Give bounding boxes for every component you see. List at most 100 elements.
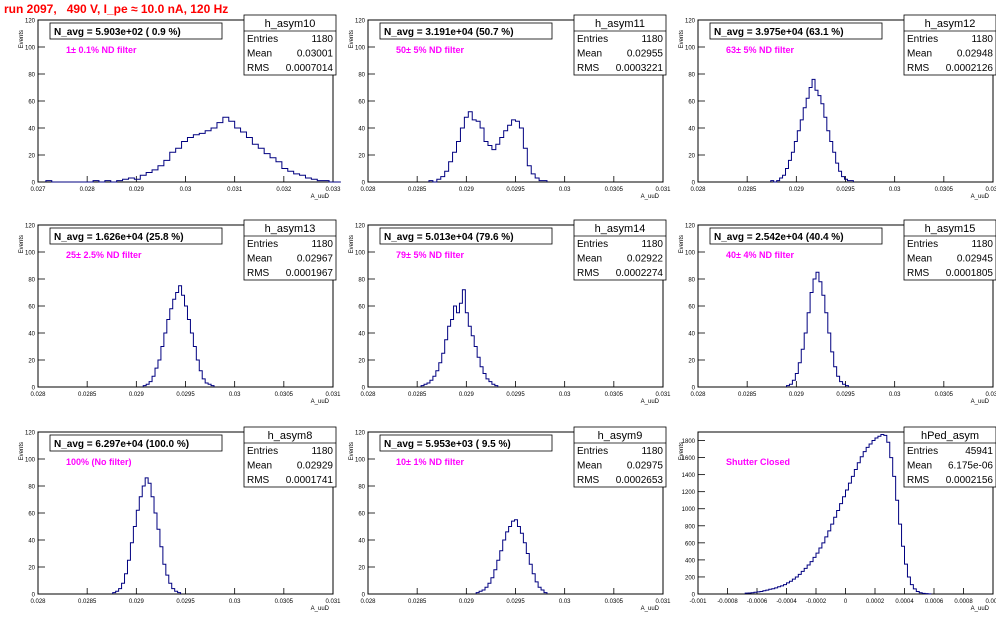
panel-h_asym12: 0 20 40 60 80 100 120 0.028 0.0285 0.029 0.0295 0.0… <box>679 14 996 200</box>
stats-label: Entries <box>577 239 608 250</box>
histogram-h_asym13 <box>142 285 215 387</box>
histogram-bin <box>517 527 520 595</box>
histogram-bin <box>754 592 757 594</box>
histogram-bin <box>519 128 523 182</box>
histogram-bin <box>276 162 282 182</box>
histogram-bin <box>766 590 769 594</box>
histogram-bin <box>430 380 433 387</box>
histogram-bin <box>798 363 801 387</box>
y-tick-label: 60 <box>28 305 35 311</box>
x-tick-label: -0.0008 <box>717 599 738 605</box>
y-tick-label: 40 <box>28 539 35 545</box>
y-tick-label: 120 <box>685 224 696 230</box>
histogram-bin <box>792 579 795 594</box>
title-box <box>379 434 553 452</box>
histogram-bin <box>125 574 128 594</box>
y-axis-title: Events <box>19 30 25 48</box>
panel-h_asym9: 0 20 40 60 80 100 120 0.028 0.0285 0.029 0.0295 0.0… <box>349 426 671 612</box>
title-box <box>709 22 883 40</box>
histogram-bin <box>170 152 176 182</box>
x-tick-label: 0.0285 <box>78 392 97 398</box>
histogram-name: h_asym10 <box>265 18 316 30</box>
histogram-bin <box>167 320 170 388</box>
histogram-bin <box>252 144 258 182</box>
stats-value: 0.0001741 <box>286 475 334 486</box>
x-tick-label: 0.0295 <box>506 187 525 193</box>
stats-label: RMS <box>907 475 930 486</box>
histogram-bin <box>837 376 840 387</box>
histogram-bin <box>803 108 806 182</box>
stats-value: 1180 <box>641 34 663 45</box>
histogram-bin <box>543 181 547 182</box>
y-tick-label: 120 <box>355 224 366 230</box>
histogram-bin <box>480 128 484 182</box>
y-tick-label: 0 <box>692 386 696 392</box>
y-tick-label: 100 <box>355 458 366 464</box>
histogram-bin <box>806 98 809 182</box>
histogram-bin <box>810 293 813 388</box>
histogram-bin <box>146 384 149 387</box>
y-tick-label: 20 <box>688 359 695 365</box>
histogram-bin <box>193 135 199 182</box>
histogram-bin <box>506 532 509 594</box>
x-tick-label: 0.0285 <box>408 187 427 193</box>
title-box <box>49 22 223 40</box>
filter-annotation: Shutter Closed <box>726 457 790 467</box>
y-tick-label: 120 <box>25 224 36 230</box>
y-tick-label: 60 <box>358 512 365 518</box>
stats-box <box>243 219 337 281</box>
histogram-h_asym9 <box>475 519 548 594</box>
filter-annotation: 100% (No filter) <box>66 457 132 467</box>
x-tick-label: 0 <box>844 599 848 605</box>
stats-label: Entries <box>907 446 938 457</box>
y-tick-label: 0 <box>32 386 36 392</box>
histogram-bin <box>531 174 535 182</box>
stats-label: RMS <box>577 268 600 279</box>
y-tick-label: 100 <box>355 251 366 257</box>
histogram-name: h_asym9 <box>598 430 643 442</box>
x-tick-label: 0.029 <box>789 187 805 193</box>
y-tick-label: 20 <box>358 566 365 572</box>
histogram-bin <box>424 384 427 387</box>
histogram-bin <box>907 577 910 594</box>
stats-value: 0.02929 <box>297 461 334 472</box>
histogram-bin <box>492 150 496 182</box>
stats-value: 0.0001967 <box>286 268 334 279</box>
stats-label: Mean <box>577 254 602 265</box>
histogram-bin <box>775 588 778 594</box>
histogram-bin <box>491 578 494 594</box>
histogram-bin <box>887 442 890 594</box>
histogram-bin <box>516 121 520 182</box>
histogram-bin <box>863 452 866 594</box>
histogram-bin <box>282 169 288 183</box>
histogram-bin <box>843 497 846 594</box>
panel-h_asym10: 0 20 40 60 80 100 120 0.027 0.028 0.029 0.03 0.031 0… <box>19 14 341 200</box>
histogram-bin <box>905 564 908 594</box>
stats-value: 1180 <box>971 239 993 250</box>
y-tick-label: 100 <box>355 46 366 52</box>
stats-label: Mean <box>907 461 932 472</box>
x-tick-label: 0.031 <box>325 392 341 398</box>
chart-title: N_avg = 2.542e+04 (40.4 %) <box>714 232 844 243</box>
x-tick-label: 0.028 <box>30 392 46 398</box>
x-tick-label: 0.0305 <box>275 599 294 605</box>
x-tick-label: 0.03 <box>559 187 571 193</box>
stats-value: 45941 <box>965 446 993 457</box>
stats-value: 0.02967 <box>297 254 334 265</box>
stats-label: Entries <box>577 446 608 457</box>
histogram-bin <box>495 386 498 387</box>
x-tick-label: 0.028 <box>690 392 706 398</box>
histogram-bin <box>526 554 529 595</box>
histogram-bin <box>173 299 176 387</box>
stats-value: 0.0002126 <box>946 63 994 74</box>
y-tick-label: 40 <box>28 127 35 133</box>
histogram-bin <box>323 181 329 182</box>
y-tick-label: 40 <box>688 127 695 133</box>
y-tick-label: 0 <box>362 593 366 599</box>
y-tick-label: 1800 <box>682 439 696 445</box>
histogram-bin <box>480 367 483 387</box>
histogram-name: h_asym11 <box>595 18 645 30</box>
histogram-bin <box>454 306 457 387</box>
histogram-bin <box>831 352 834 387</box>
